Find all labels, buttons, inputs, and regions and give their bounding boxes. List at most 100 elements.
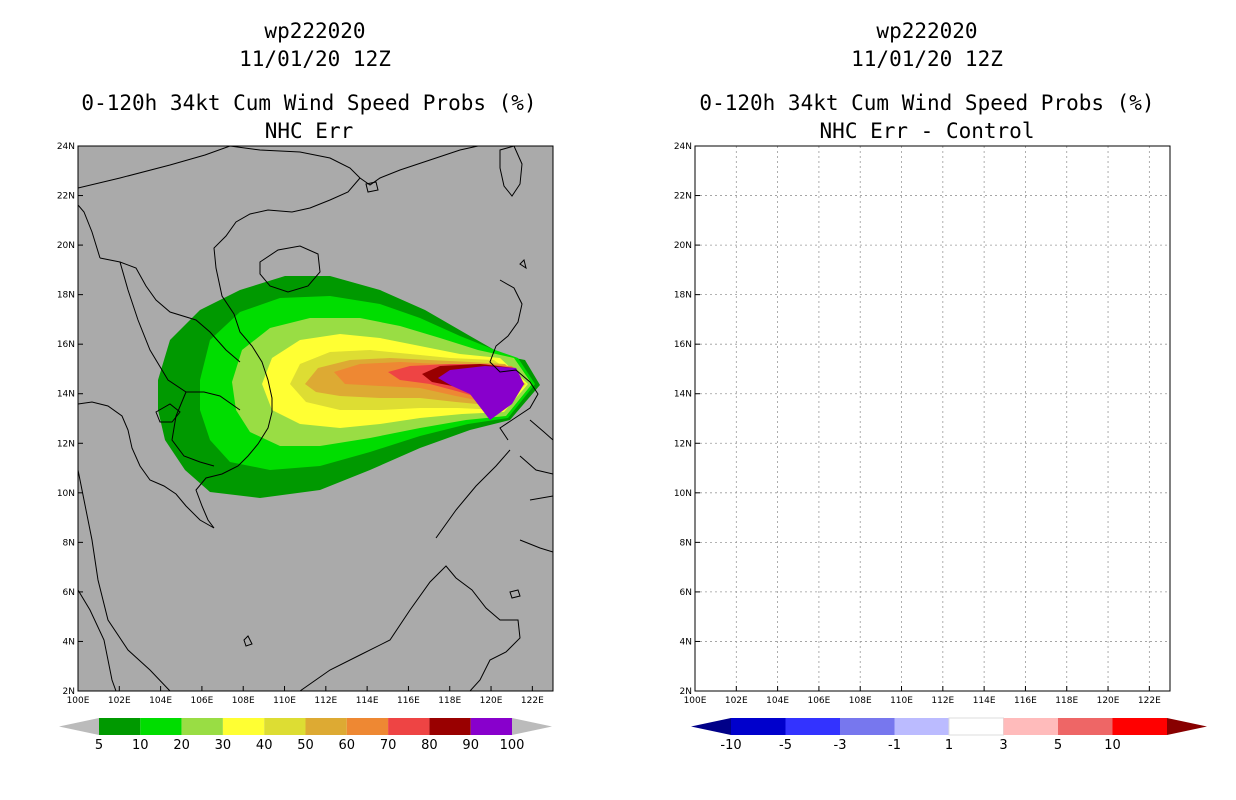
lon-tick-label: 106E — [190, 696, 213, 706]
right-colorbar: -10 -5 -3 -1 1 3 5 10 — [691, 717, 1207, 753]
left-title-datetime: 11/01/20 12Z — [239, 47, 391, 71]
lat-tick-label: 22N — [57, 192, 75, 202]
lat-tick-label: 22N — [674, 192, 692, 202]
colorbar-swatch — [731, 718, 786, 735]
left-lat-axis: 2N 4N 6N 8N 10N 12N 14N 16N 18N 20N 22N 24N — [57, 142, 83, 697]
lat-tick-label: 20N — [674, 241, 692, 251]
lon-tick-label: 120E — [480, 696, 503, 706]
colorbar-under-arrow — [59, 718, 99, 735]
right-title-storm-id: wp222020 — [876, 19, 977, 43]
lat-tick-label: 6N — [680, 588, 692, 598]
colorbar-over-arrow — [1167, 718, 1207, 735]
lon-tick-label: 104E — [766, 696, 789, 706]
colorbar-label: 50 — [297, 738, 314, 753]
lon-tick-label: 104E — [149, 696, 172, 706]
colorbar-under-arrow — [691, 718, 731, 735]
left-lon-axis: 100E 102E 104E 106E 108E 110E 112E 114E 116E 118E… — [67, 686, 544, 706]
colorbar-label: 5 — [1054, 738, 1062, 753]
right-panel: wp222020 11/01/20 12Z 0-120h 34kt Cum Wi… — [674, 19, 1207, 753]
lat-tick-label: 2N — [680, 687, 692, 697]
lon-tick-label: 122E — [521, 696, 544, 706]
right-title-product: 0-120h 34kt Cum Wind Speed Probs (%) — [699, 91, 1154, 115]
colorbar-swatch — [181, 718, 223, 735]
colorbar-swatch — [305, 718, 347, 735]
colorbar-swatch — [222, 718, 265, 735]
colorbar-label: 1 — [945, 738, 953, 753]
colorbar-label: 30 — [215, 738, 232, 753]
right-title-subtitle: NHC Err - Control — [820, 119, 1035, 143]
colorbar-swatch — [429, 718, 471, 735]
colorbar-swatch — [1003, 718, 1058, 735]
left-colorbar: 5 10 20 30 40 50 60 70 80 90 100 — [59, 718, 552, 753]
colorbar-swatch — [388, 718, 430, 735]
colorbar-label: -3 — [834, 738, 847, 753]
colorbar-label: 80 — [421, 738, 438, 753]
lon-tick-label: 114E — [356, 696, 379, 706]
lon-tick-label: 102E — [108, 696, 131, 706]
colorbar-swatch — [140, 718, 182, 735]
lat-tick-label: 24N — [57, 142, 75, 152]
lat-tick-label: 12N — [674, 439, 692, 449]
lat-tick-label: 16N — [57, 340, 75, 350]
lat-tick-label: 8N — [63, 538, 75, 548]
left-title-storm-id: wp222020 — [264, 19, 365, 43]
colorbar-label: 40 — [256, 738, 273, 753]
prob-contour-90 — [438, 366, 524, 420]
colorbar-swatch — [99, 718, 141, 735]
colorbar-swatch — [840, 718, 895, 735]
lat-tick-label: 16N — [674, 340, 692, 350]
colorbar-swatch — [1112, 718, 1167, 735]
lon-tick-label: 110E — [890, 696, 913, 706]
colorbar-label: 10 — [132, 738, 149, 753]
colorbar-swatch — [948, 717, 1004, 736]
lat-tick-label: 14N — [57, 390, 75, 400]
colorbar-swatch — [785, 718, 840, 735]
lon-tick-label: 116E — [1014, 696, 1037, 706]
lat-tick-label: 12N — [57, 439, 75, 449]
lon-tick-label: 118E — [438, 696, 461, 706]
right-gridlines — [695, 146, 1170, 691]
right-lat-axis: 2N 4N 6N 8N 10N 12N 14N 16N 18N 20N 22N 24N — [674, 142, 700, 697]
left-title-product: 0-120h 34kt Cum Wind Speed Probs (%) — [81, 91, 536, 115]
lat-tick-label: 24N — [674, 142, 692, 152]
left-title-subtitle: NHC Err — [265, 119, 354, 143]
lon-tick-label: 100E — [67, 696, 90, 706]
left-panel: wp222020 11/01/20 12Z 0-120h 34kt Cum Wi… — [57, 19, 554, 753]
lon-tick-label: 110E — [273, 696, 296, 706]
lat-tick-label: 18N — [674, 291, 692, 301]
colorbar-over-arrow — [512, 718, 552, 735]
colorbar-swatch — [346, 718, 389, 735]
lon-tick-label: 102E — [725, 696, 748, 706]
lon-tick-label: 116E — [397, 696, 420, 706]
right-map-background — [694, 145, 1171, 692]
colorbar-label: 70 — [380, 738, 397, 753]
colorbar-swatch — [264, 718, 306, 735]
left-probability-shading — [158, 276, 540, 498]
lon-tick-label: 100E — [684, 696, 707, 706]
lat-tick-label: 10N — [674, 489, 692, 499]
colorbar-swatch — [1058, 718, 1113, 735]
lon-tick-label: 108E — [232, 696, 255, 706]
colorbar-label: 20 — [173, 738, 190, 753]
lat-tick-label: 10N — [57, 489, 75, 499]
lon-tick-label: 112E — [314, 696, 337, 706]
colorbar-label: 60 — [339, 738, 356, 753]
lat-tick-label: 14N — [674, 390, 692, 400]
colorbar-swatch — [894, 718, 949, 735]
lat-tick-label: 20N — [57, 241, 75, 251]
colorbar-label: -10 — [720, 738, 741, 753]
left-map-frame — [77, 145, 554, 692]
lon-tick-label: 108E — [849, 696, 872, 706]
right-lon-axis: 100E 102E 104E 106E 108E 110E 112E 114E 116E 118E… — [684, 686, 1161, 706]
colorbar-label: -1 — [888, 738, 901, 753]
right-map-frame — [694, 145, 1171, 692]
right-title-datetime: 11/01/20 12Z — [851, 47, 1003, 71]
lat-tick-label: 8N — [680, 538, 692, 548]
lat-tick-label: 4N — [63, 637, 75, 647]
lon-tick-label: 120E — [1097, 696, 1120, 706]
colorbar-label: 10 — [1104, 738, 1121, 753]
colorbar-label: 100 — [500, 738, 525, 753]
lon-tick-label: 122E — [1138, 696, 1161, 706]
colorbar-label: 90 — [462, 738, 479, 753]
lat-tick-label: 4N — [680, 637, 692, 647]
